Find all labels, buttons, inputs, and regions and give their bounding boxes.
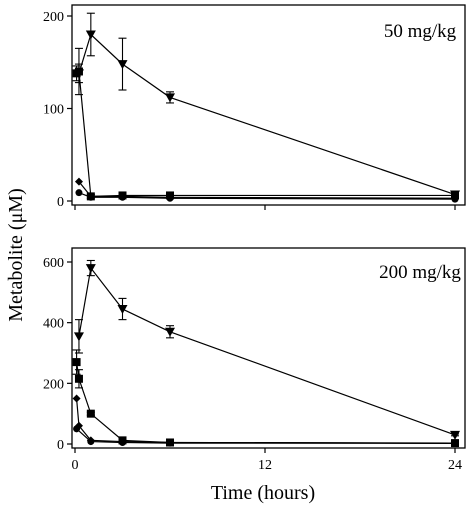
- x-tick-label: 0: [72, 458, 79, 473]
- series-line: [78, 266, 456, 436]
- data-point: [87, 193, 95, 201]
- chart-panel-2: 0 200 400 600 0 12 24 200 mg/kg: [43, 247, 466, 473]
- data-point: [450, 430, 460, 440]
- y-tick-label: 0: [57, 438, 64, 453]
- x-tick-label: 24: [448, 458, 462, 473]
- data-point: [74, 374, 83, 383]
- y-tick-label: 200: [43, 377, 64, 392]
- data-point: [75, 189, 83, 197]
- plot-frame: [71, 247, 466, 449]
- data-point: [117, 305, 128, 315]
- x-tick-label: 12: [258, 458, 272, 473]
- x-axis-label: Time (hours): [211, 482, 315, 504]
- series-line: [78, 33, 456, 196]
- data-point: [165, 93, 175, 103]
- data-point: [119, 438, 126, 446]
- data-point: [85, 264, 96, 274]
- data-point: [74, 177, 83, 186]
- series-circle: [73, 425, 459, 447]
- data-point: [87, 438, 95, 446]
- y-tick-label: 100: [43, 103, 64, 118]
- data-point: [73, 332, 84, 342]
- data-point: [73, 425, 81, 433]
- series-line: [76, 70, 455, 197]
- data-point: [117, 60, 128, 70]
- data-point: [166, 439, 174, 447]
- series-circle: [75, 189, 459, 203]
- data-point: [451, 195, 459, 203]
- panel-dose-label: 50 mg/kg: [384, 21, 457, 42]
- data-point: [166, 194, 174, 202]
- series-square: [72, 47, 459, 201]
- series-diamond: [72, 394, 459, 448]
- y-tick-label: 200: [43, 10, 64, 25]
- panel-dose-label: 200 mg/kg: [379, 262, 461, 283]
- data-point: [119, 193, 126, 201]
- y-tick-label: 400: [43, 317, 64, 332]
- data-point: [85, 30, 96, 40]
- series-square: [72, 349, 459, 448]
- series-line: [75, 398, 456, 444]
- data-point: [72, 358, 81, 367]
- data-point: [72, 394, 81, 403]
- data-point: [451, 439, 459, 447]
- data-point: [165, 327, 175, 337]
- chart-panel-1: 0 100 200 50 mg/kg: [43, 4, 466, 210]
- plot-frame: [71, 4, 466, 206]
- y-tick-label: 600: [43, 256, 64, 271]
- y-axis-label: Metabolite (μM): [5, 188, 27, 321]
- series-triangle-down: [73, 259, 460, 440]
- data-point: [86, 409, 95, 418]
- y-tick-label: 0: [57, 195, 64, 210]
- series-line: [75, 362, 456, 444]
- data-point: [74, 67, 83, 76]
